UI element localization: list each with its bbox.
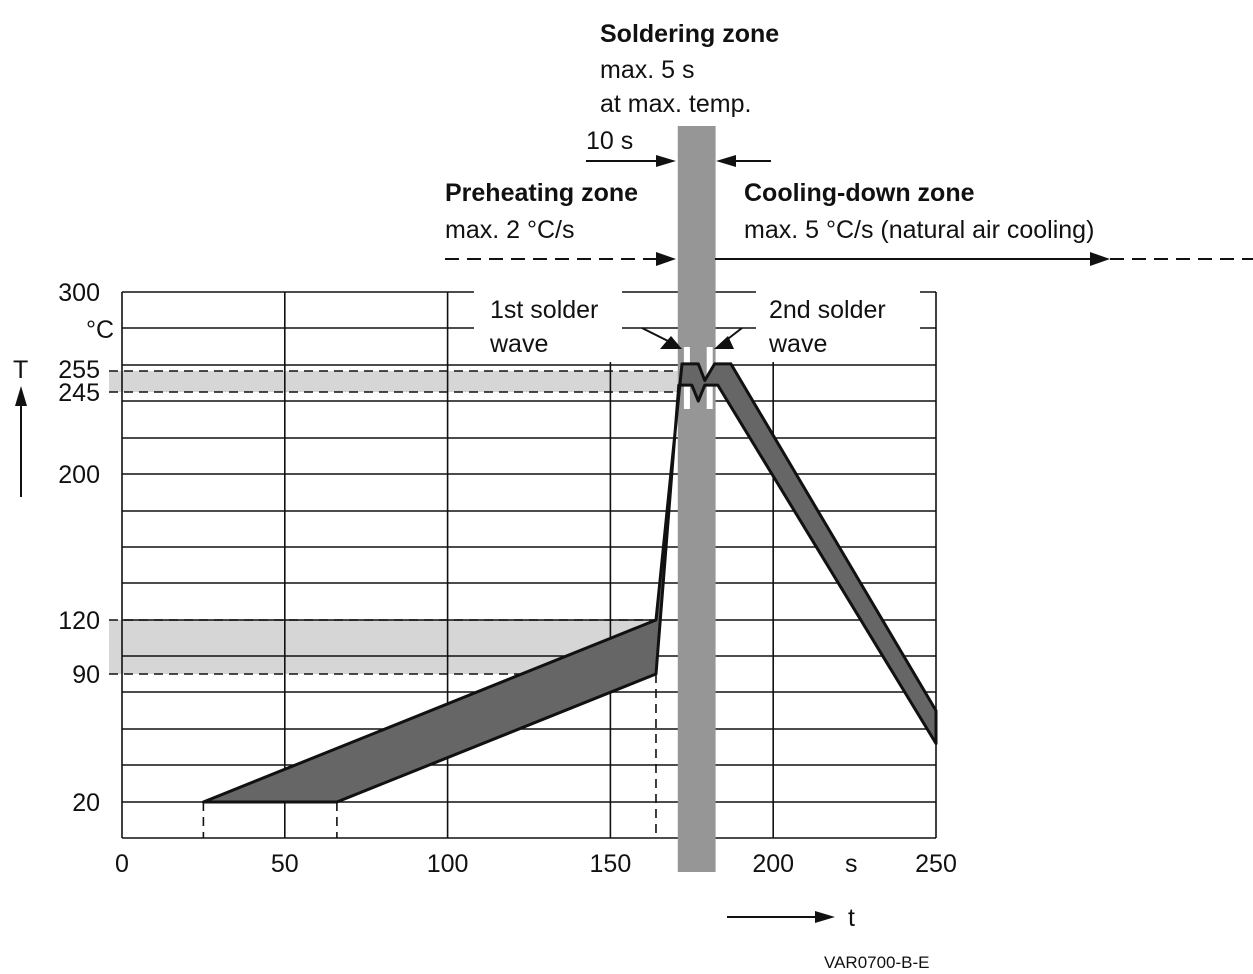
y-tick-label-255: 255 xyxy=(58,356,100,384)
x-tick-label-50: 50 xyxy=(271,850,299,878)
cooling-zone-title: Cooling-down zone xyxy=(744,179,975,207)
time-span-arrow-right-icon xyxy=(716,155,736,167)
x-tick-label-100: 100 xyxy=(427,850,469,878)
y-tick-label-245: 245 xyxy=(58,379,100,407)
preheating-rate: max. 2 °C/s xyxy=(445,216,574,244)
x-axis-tick-labels: 0 50 100 150 200 250 xyxy=(115,850,957,878)
wave2-line2: wave xyxy=(768,330,827,358)
wave1-pointer-icon xyxy=(660,336,682,349)
wave2-line1: 2nd solder xyxy=(769,296,886,324)
x-tick-label-150: 150 xyxy=(590,850,632,878)
wave1-line2: wave xyxy=(489,330,548,358)
wave1-label-bg xyxy=(474,290,622,362)
x-axis-unit: s xyxy=(845,850,858,878)
figure-code: VAR0700-B-E xyxy=(824,953,930,972)
soldering-zone-line2: at max. temp. xyxy=(600,90,751,118)
y-axis-unit: °C xyxy=(86,316,114,344)
preheating-zone-title: Preheating zone xyxy=(445,179,638,207)
temperature-profile-envelope xyxy=(201,362,938,804)
y-axis-label: T xyxy=(13,356,28,384)
x-tick-label-200: 200 xyxy=(752,850,794,878)
x-axis-arrowhead-icon xyxy=(815,911,835,923)
y-tick-label-120: 120 xyxy=(58,607,100,635)
y-tick-label-200: 200 xyxy=(58,461,100,489)
wave2-label-bg xyxy=(756,290,920,362)
cooling-rate: max. 5 °C/s (natural air cooling) xyxy=(744,216,1094,244)
cooling-arrowhead-icon xyxy=(1090,252,1110,266)
x-axis-label: t xyxy=(848,904,855,932)
y-tick-label-20: 20 xyxy=(72,789,100,817)
soldering-zone-band xyxy=(677,126,716,872)
y-axis-arrowhead-icon xyxy=(15,386,27,406)
x-tick-label-0: 0 xyxy=(115,850,129,878)
wave1-line1: 1st solder xyxy=(490,296,598,324)
x-tick-label-250: 250 xyxy=(915,850,957,878)
y-tick-label-300: 300 xyxy=(58,279,100,307)
preheating-arrowhead-icon xyxy=(656,252,676,266)
soldering-zone-line1: max. 5 s xyxy=(600,56,694,84)
solder-temperature-band xyxy=(109,371,683,392)
wave2-pointer-icon xyxy=(714,336,734,349)
time-span-label: 10 s xyxy=(586,127,633,155)
y-tick-label-90: 90 xyxy=(72,661,100,689)
soldering-zone-title: Soldering zone xyxy=(600,20,779,48)
time-span-arrow-left-icon xyxy=(656,155,676,167)
